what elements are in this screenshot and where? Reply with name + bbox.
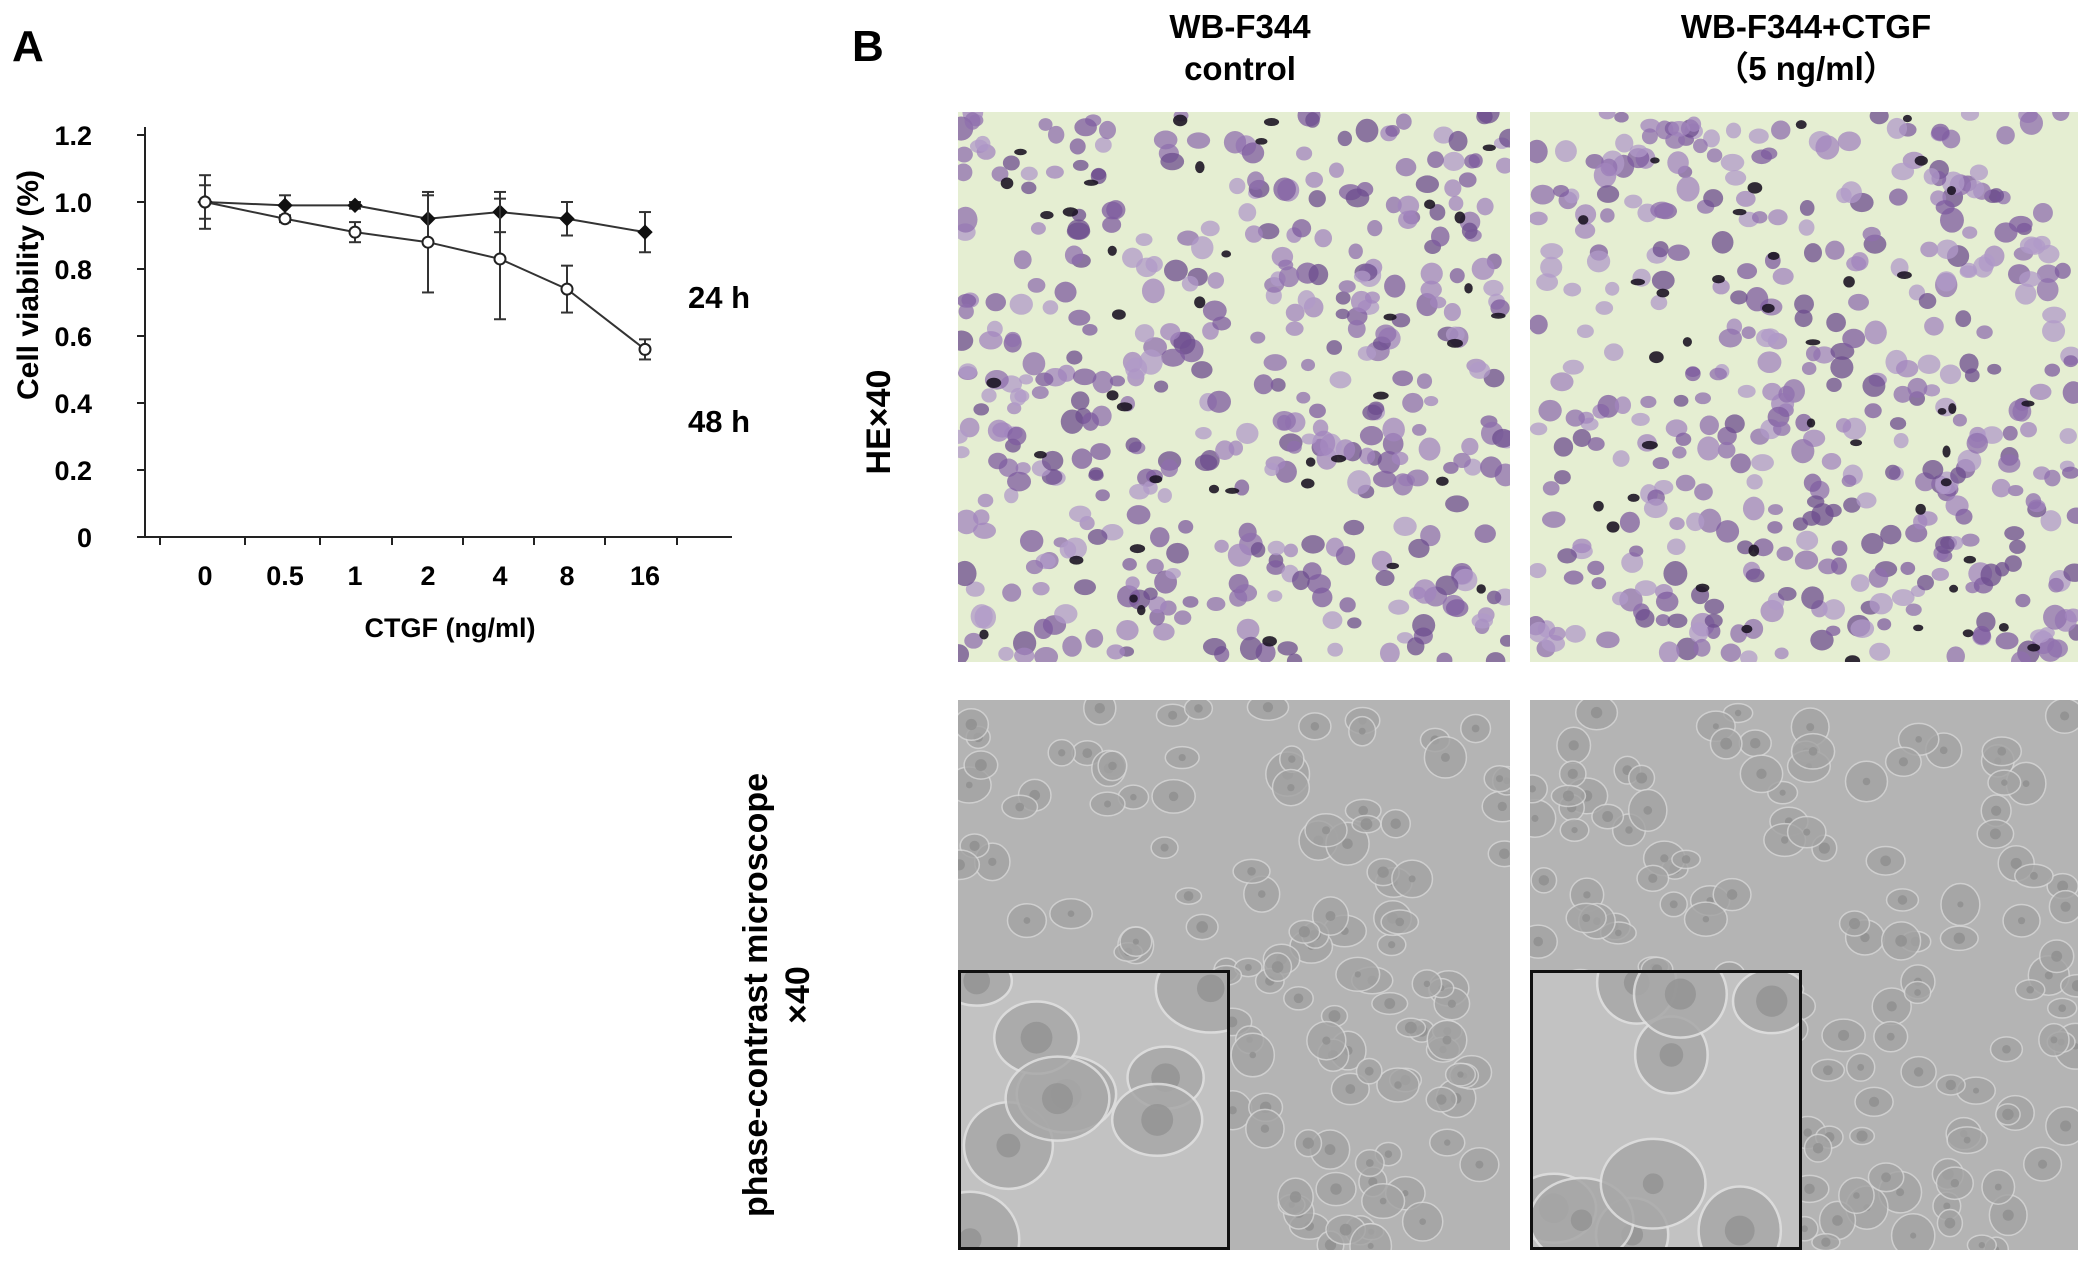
he-cells-ctgf	[1530, 112, 2078, 662]
data-point	[493, 252, 507, 266]
phase-contrast-micrograph-control	[958, 700, 1510, 1250]
row-label-phase-contrast: phase-contrast microscope ×40	[735, 720, 825, 1270]
series-label: 48 h	[688, 404, 750, 439]
phase-contrast-micrograph-ctgf	[1530, 700, 2078, 1250]
he-micrograph-ctgf	[1530, 112, 2078, 662]
y-tick-label: 0.8	[54, 255, 92, 285]
x-tick-label: 8	[559, 561, 574, 591]
x-tick-label: 16	[630, 561, 660, 591]
he-micrograph-control	[958, 112, 1510, 662]
pc-cells-ctgf	[1530, 700, 2078, 1250]
data-point	[421, 235, 435, 249]
series-48-h: 48 h	[198, 184, 750, 439]
panel-b-label: B	[852, 22, 884, 71]
x-tick-label: 2	[420, 561, 435, 591]
series-line	[204, 201, 646, 351]
x-axis-label: CTGF (ng/ml)	[365, 613, 536, 643]
column-title-control: WB-F344 control	[960, 6, 1520, 90]
viability-chart: 0 0.2 0.4 0.6 0.8 1.0 1.2 0 0.5 1 2 4 8 16 24 h 48 h C…	[12, 121, 750, 643]
data-point	[347, 197, 363, 214]
chart-axes: 0 0.2 0.4 0.6 0.8 1.0 1.2 0 0.5 1 2 4 8 16	[54, 121, 732, 591]
y-tick-label: 0.6	[54, 322, 92, 352]
x-tick-label: 0	[197, 561, 212, 591]
chart-marks: 24 h 48 h	[197, 174, 750, 439]
he-cells-control	[958, 112, 1510, 662]
data-point	[638, 342, 652, 356]
data-point	[559, 211, 575, 227]
row-label-phase-contrast-line2: ×40	[779, 966, 817, 1024]
y-tick-label: 0.2	[54, 456, 92, 486]
data-point	[278, 212, 292, 226]
column-title-ctgf-line2: （5 ng/ml）	[1715, 50, 1897, 87]
y-tick-label: 1.0	[54, 188, 92, 218]
row-label-he: HE×40	[860, 369, 898, 475]
x-tick-label: 4	[492, 561, 507, 591]
row-label-phase-contrast-line1: phase-contrast microscope	[737, 772, 775, 1218]
panel-a-label: A	[12, 22, 44, 71]
magnified-inset-ctgf	[1530, 970, 1802, 1250]
column-title-control-line1: WB-F344	[1169, 8, 1311, 45]
data-point	[637, 224, 653, 240]
y-tick-label: 1.2	[54, 121, 92, 151]
column-title-ctgf-line1: WB-F344+CTGF	[1680, 8, 1932, 45]
inset-cells-ctgf	[1533, 973, 1799, 1247]
x-tick-label: 1	[347, 561, 362, 591]
series-label: 24 h	[688, 280, 750, 315]
data-point	[348, 225, 362, 239]
y-tick-label: 0.4	[54, 389, 92, 419]
data-point	[560, 282, 574, 296]
column-title-control-line2: control	[1184, 50, 1296, 87]
column-title-ctgf: WB-F344+CTGF （5 ng/ml）	[1526, 6, 2086, 90]
data-point	[277, 197, 293, 214]
magnified-inset-control	[958, 970, 1230, 1250]
x-tick-label: 0.5	[266, 561, 304, 591]
inset-cells-control	[961, 973, 1227, 1247]
y-tick-label: 0	[77, 523, 92, 553]
y-axis-label: Cell viability (%)	[12, 170, 45, 400]
data-point	[198, 195, 212, 209]
series-24-h: 24 h	[197, 174, 750, 315]
